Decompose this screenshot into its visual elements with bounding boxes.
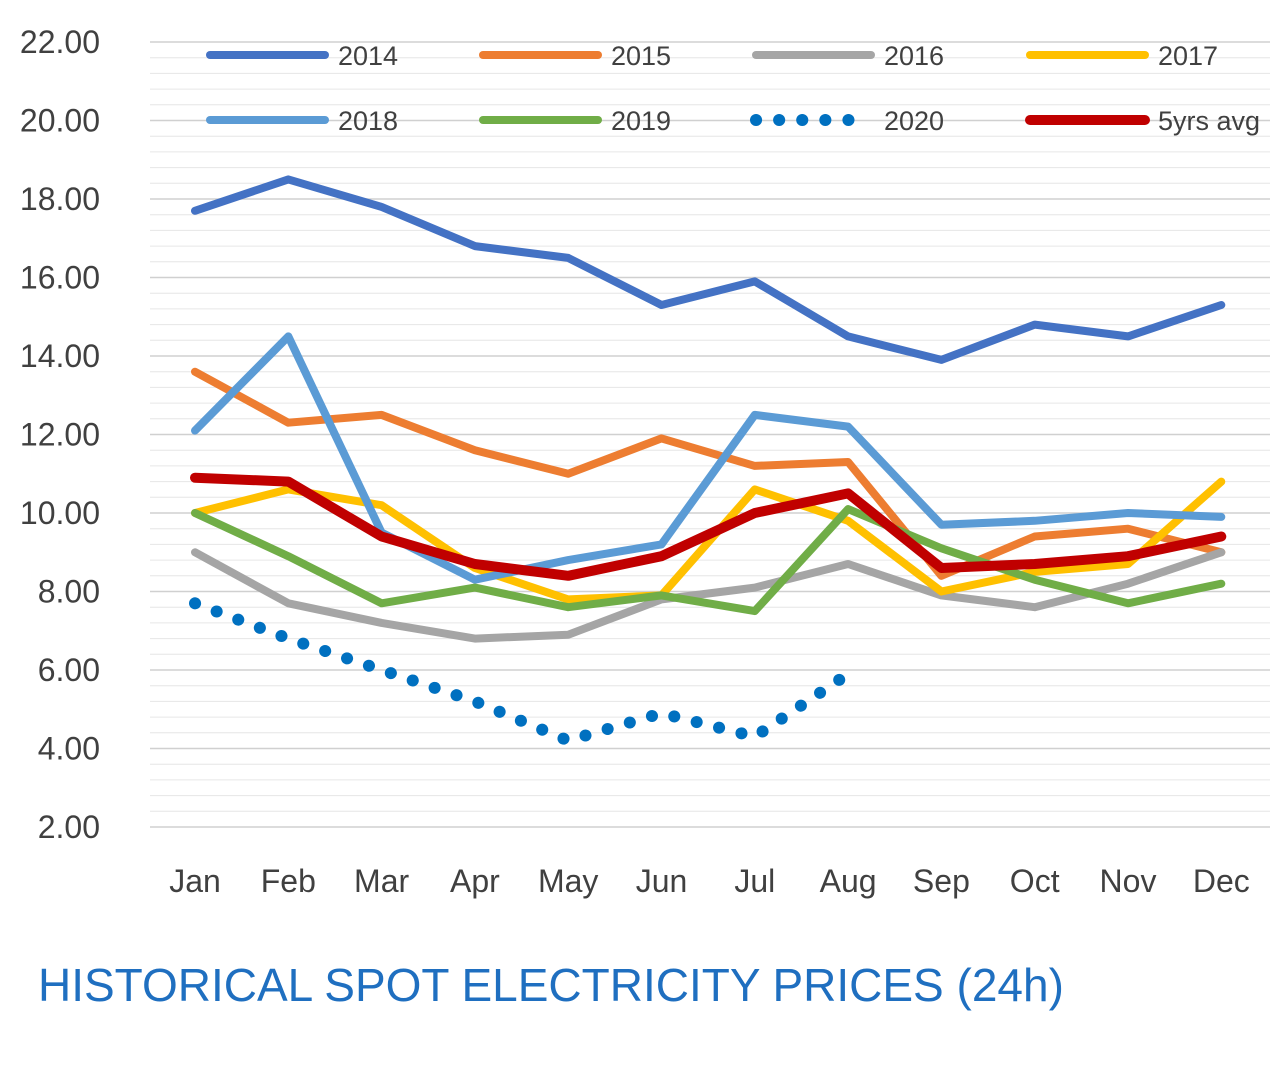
y-tick-label: 20.00 — [20, 103, 100, 139]
chart-title: HISTORICAL SPOT ELECTRICITY PRICES (24h) — [38, 959, 1064, 1011]
x-tick-label: Apr — [450, 863, 500, 899]
legend-label: 2014 — [338, 41, 398, 71]
legend-label: 2020 — [884, 106, 944, 136]
legend-item-2017: 2017 — [1026, 41, 1218, 71]
legend-label: 2018 — [338, 106, 398, 136]
legend-item-2015: 2015 — [479, 41, 671, 71]
x-tick-label: Jul — [734, 863, 775, 899]
series-line-5yrs-avg — [190, 472, 1227, 581]
x-tick-label: Mar — [354, 863, 409, 899]
x-axis-ticks: Jan Feb Mar Apr May Jun Jul Aug Sep Oct Nov Dec — [169, 863, 1250, 899]
x-tick-label: Sep — [913, 863, 970, 899]
legend-item-2016: 2016 — [752, 41, 944, 71]
legend-item-2019: 2019 — [479, 106, 671, 136]
legend-label: 5yrs avg — [1158, 106, 1260, 136]
y-tick-label: 4.00 — [38, 731, 100, 767]
y-tick-label: 6.00 — [38, 652, 100, 688]
x-tick-label: Jun — [636, 863, 688, 899]
series-line-2017 — [191, 477, 1226, 604]
legend-item-2018: 2018 — [206, 106, 398, 136]
legend: 2014 2015 2016 2017 2018 2019 2020 5yrs avg — [206, 41, 1260, 136]
series-lines — [189, 175, 1227, 747]
x-tick-label: Feb — [261, 863, 316, 899]
x-tick-label: Nov — [1100, 863, 1157, 899]
y-axis-ticks: 2.00 4.00 6.00 8.00 10.00 12.00 14.00 16.00 18.0… — [20, 24, 100, 845]
series-line-2020 — [189, 597, 855, 747]
y-tick-label: 8.00 — [38, 574, 100, 610]
y-tick-label: 10.00 — [20, 495, 100, 531]
legend-item-2014: 2014 — [206, 41, 398, 71]
x-tick-label: Aug — [820, 863, 877, 899]
x-tick-label: Jan — [169, 863, 221, 899]
line-chart: 2.00 4.00 6.00 8.00 10.00 12.00 14.00 16.00 18.0… — [20, 24, 1270, 899]
x-tick-label: Oct — [1010, 863, 1060, 899]
y-tick-label: 2.00 — [38, 809, 100, 845]
y-tick-label: 14.00 — [20, 338, 100, 374]
x-tick-label: Dec — [1193, 863, 1250, 899]
legend-label: 2015 — [611, 41, 671, 71]
gridlines — [150, 41, 1270, 828]
x-tick-label: May — [538, 863, 598, 899]
series-line-2019 — [191, 505, 1226, 616]
y-tick-label: 12.00 — [20, 417, 100, 453]
legend-label: 2017 — [1158, 41, 1218, 71]
legend-label: 2016 — [884, 41, 944, 71]
legend-item-5yrs-avg: 5yrs avg — [1025, 106, 1260, 136]
legend-label: 2019 — [611, 106, 671, 136]
y-tick-label: 22.00 — [20, 24, 100, 60]
legend-item-2020: 2020 — [750, 106, 944, 136]
y-tick-label: 18.00 — [20, 181, 100, 217]
series-line-2014 — [191, 175, 1226, 364]
series-line-2018 — [191, 332, 1226, 584]
y-tick-label: 16.00 — [20, 260, 100, 296]
series-line-2015 — [191, 367, 1226, 580]
series-line-2016 — [191, 548, 1226, 643]
